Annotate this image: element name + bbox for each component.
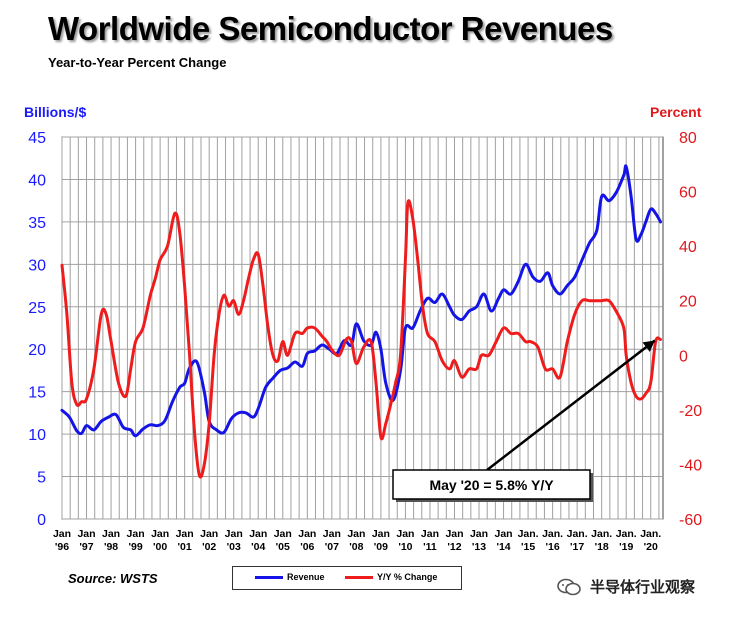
x-tick-label-bottom: '04 [251, 541, 265, 553]
x-tick-label-top: Jan [445, 528, 463, 540]
x-tick-label-top: Jan [396, 528, 414, 540]
x-tick-label-top: Jan [176, 528, 194, 540]
right-tick-label: -40 [679, 457, 702, 474]
legend: Revenue Y/Y % Change [232, 566, 462, 590]
x-tick-label-bottom: '03 [227, 541, 241, 553]
x-tick-label-top: Jan. [542, 528, 563, 540]
left-tick-label: 35 [28, 215, 46, 232]
x-tick-label-bottom: '10 [398, 541, 412, 553]
left-tick-label: 30 [28, 257, 46, 274]
annotation-arrow [486, 339, 656, 471]
right-tick-label: 60 [679, 185, 697, 202]
x-tick-label-bottom: '08 [349, 541, 363, 553]
x-tick-label-bottom: '12 [447, 541, 461, 553]
right-axis-ticks: -60 -40 -20 0 20 40 60 80 [679, 130, 702, 529]
x-tick-label-bottom: '14 [496, 541, 510, 553]
x-tick-label-bottom: '19 [619, 541, 633, 553]
wechat-icon [557, 578, 581, 595]
x-tick-label-top: Jan [249, 528, 267, 540]
legend-label-revenue: Revenue [287, 572, 325, 582]
left-tick-label: 15 [28, 385, 46, 402]
x-tick-label-top: Jan [323, 528, 341, 540]
watermark-text: 半导体行业观察 [590, 579, 696, 596]
x-tick-label-bottom: '15 [521, 541, 535, 553]
x-tick-label-top: Jan [495, 528, 513, 540]
left-tick-label: 5 [37, 470, 46, 487]
left-tick-label: 25 [28, 300, 46, 317]
x-tick-label-bottom: '99 [128, 541, 142, 553]
x-tick-label-bottom: '98 [104, 541, 118, 553]
x-tick-label-top: Jan [102, 528, 120, 540]
x-tick-label-top: Jan. [640, 528, 661, 540]
left-tick-label: 20 [28, 342, 46, 359]
left-axis-ticks: 0 5 10 15 20 25 30 35 40 45 [28, 130, 46, 529]
annotation-box [392, 469, 591, 500]
source-note: Source: WSTS [68, 571, 158, 586]
x-tick-label-bottom: '01 [178, 541, 192, 553]
x-tick-label-top: Jan [421, 528, 439, 540]
legend-item-yoy: Y/Y % Change [345, 572, 437, 582]
x-tick-label-bottom: '07 [325, 541, 339, 553]
x-tick-label-top: Jan. [616, 528, 637, 540]
x-tick-label-top: Jan [151, 528, 169, 540]
left-tick-label: 0 [37, 512, 46, 529]
right-tick-label: 0 [679, 348, 688, 365]
x-tick-label-bottom: '02 [202, 541, 216, 553]
legend-swatch-revenue [255, 575, 283, 579]
x-tick-label-bottom: '96 [55, 541, 69, 553]
x-tick-label-top: Jan [53, 528, 71, 540]
x-tick-label-bottom: '13 [472, 541, 486, 553]
annotation-text: May '20 = 5.8% Y/Y [429, 477, 554, 493]
x-tick-label-top: Jan [77, 528, 95, 540]
x-tick-label-top: Jan [127, 528, 145, 540]
right-tick-label: 20 [679, 294, 697, 311]
x-tick-label-top: Jan [372, 528, 390, 540]
x-axis-ticks: Jan'96Jan'97Jan'98Jan'99Jan'00Jan'01Jan'… [53, 528, 661, 553]
legend-swatch-yoy [345, 575, 373, 579]
left-tick-label: 10 [28, 427, 46, 444]
left-tick-label: 40 [28, 172, 46, 189]
x-tick-label-top: Jan [200, 528, 218, 540]
x-tick-label-bottom: '09 [374, 541, 388, 553]
x-tick-label-bottom: '05 [276, 541, 290, 553]
chart-title: Worldwide Semiconductor Revenues [48, 10, 613, 47]
x-tick-label-top: Jan. [518, 528, 539, 540]
x-tick-label-bottom: '11 [423, 541, 437, 553]
right-tick-label: -20 [679, 403, 702, 420]
x-tick-label-top: Jan [347, 528, 365, 540]
right-tick-label: 40 [679, 239, 697, 256]
series-lines [60, 164, 662, 479]
x-tick-label-top: Jan [274, 528, 292, 540]
x-tick-label-top: Jan [470, 528, 488, 540]
legend-label-yoy: Y/Y % Change [377, 572, 438, 582]
left-tick-label: 45 [28, 130, 46, 147]
watermark: 半导体行业观察 [556, 576, 695, 597]
x-tick-label-bottom: '00 [153, 541, 167, 553]
x-tick-label-bottom: '20 [644, 541, 658, 553]
left-axis-label: Billions/$ [24, 104, 87, 120]
right-tick-label: -60 [679, 512, 702, 529]
annotation-arrowhead [642, 340, 655, 352]
right-axis-label: Percent [650, 104, 702, 120]
x-tick-label-top: Jan [298, 528, 316, 540]
x-tick-label-bottom: '97 [79, 541, 93, 553]
x-tick-label-bottom: '06 [300, 541, 314, 553]
chart-subtitle: Year-to-Year Percent Change [48, 55, 227, 70]
x-tick-label-top: Jan. [591, 528, 612, 540]
right-tick-label: 80 [679, 130, 697, 147]
grid-lines [61, 136, 664, 520]
x-tick-label-top: Jan [225, 528, 243, 540]
legend-item-revenue: Revenue [255, 572, 325, 582]
annotation-group: May '20 = 5.8% Y/Y [392, 339, 656, 502]
x-tick-label-bottom: '18 [595, 541, 609, 553]
x-tick-label-top: Jan. [567, 528, 588, 540]
x-tick-label-bottom: '17 [570, 541, 584, 553]
x-tick-label-bottom: '16 [546, 541, 560, 553]
series-line-yoy [60, 199, 662, 479]
